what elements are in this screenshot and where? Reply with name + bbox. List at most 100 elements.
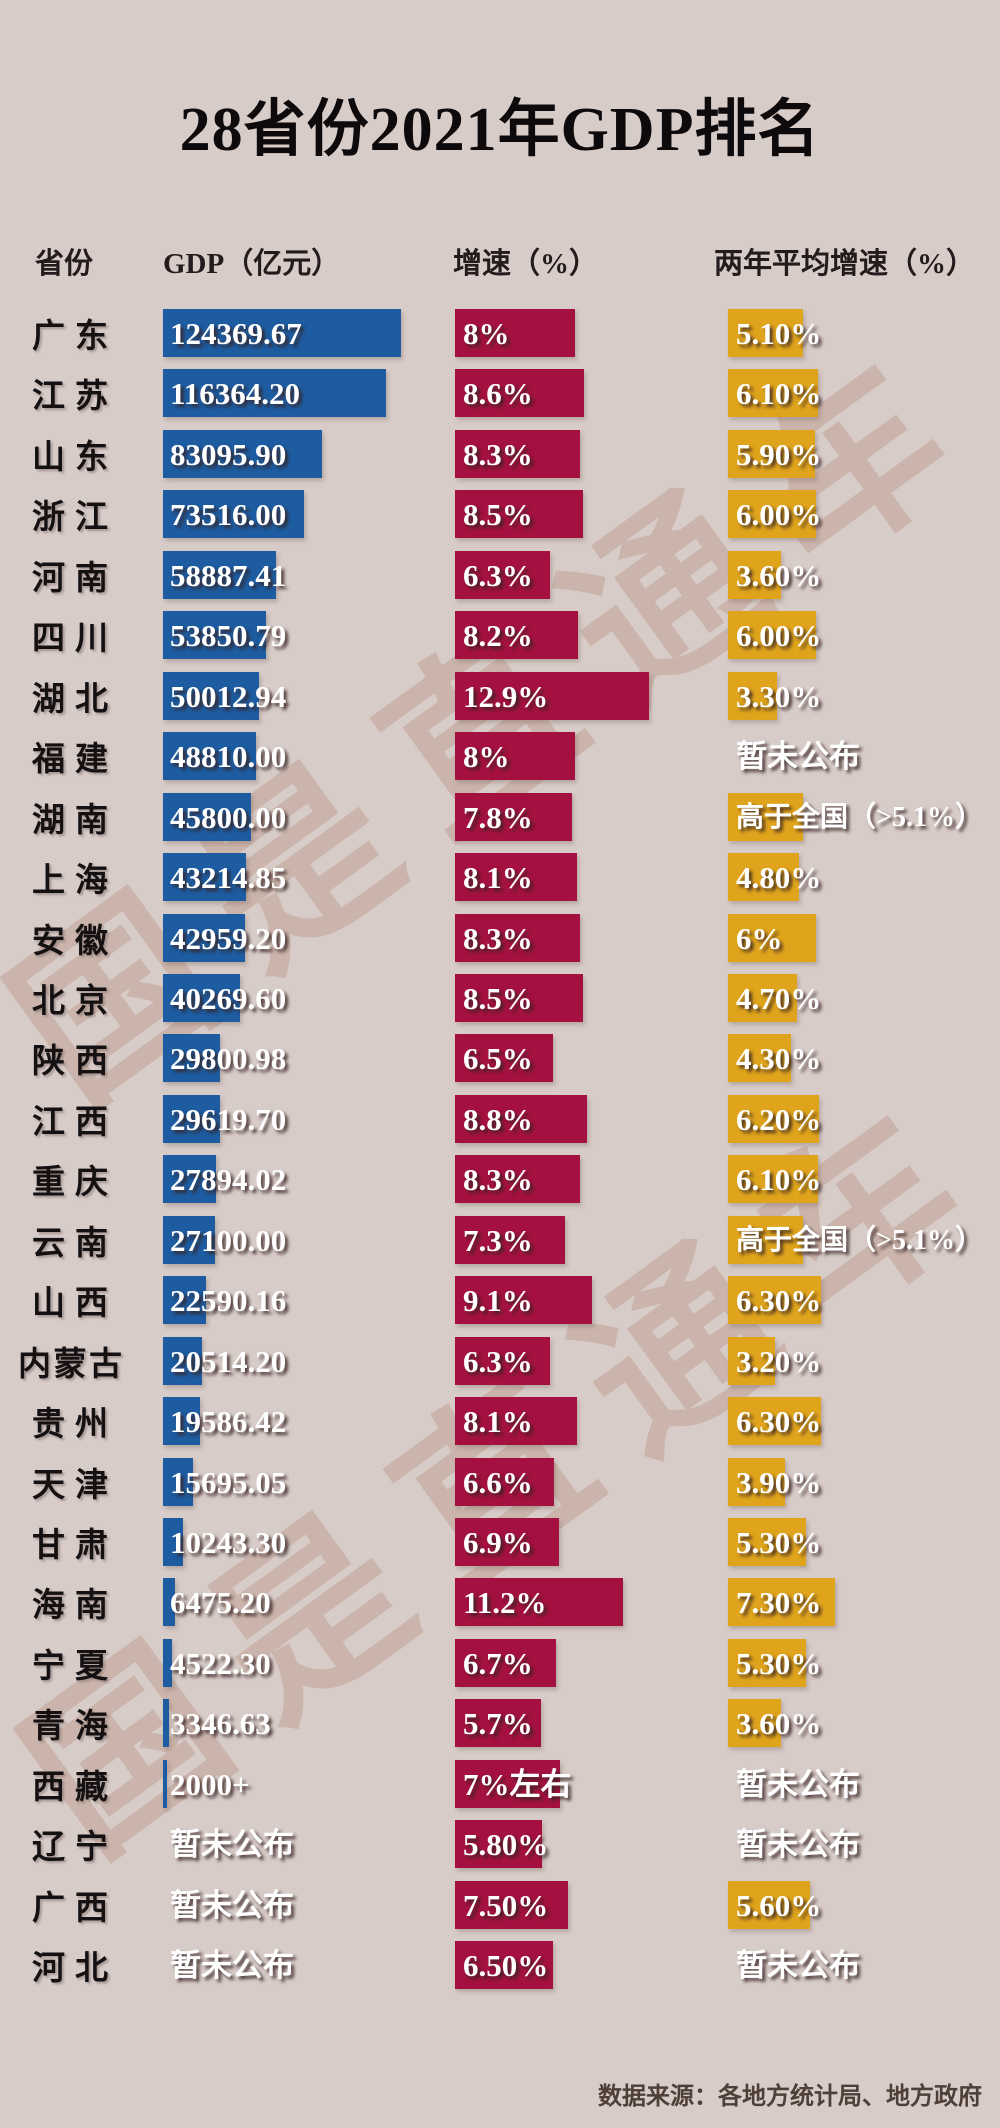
growth-value: 9.1% (463, 1283, 533, 1318)
gdp-value: 40269.60 (170, 981, 287, 1016)
growth-value: 8.2% (463, 618, 533, 653)
gdp-value: 27894.02 (170, 1162, 287, 1197)
province-label: 湖南 (18, 793, 122, 841)
table-row: 江西 29619.70 8.8% 6.20% (0, 1095, 1000, 1143)
avg-growth-value: 3.90% (736, 1465, 822, 1500)
table-row: 浙江 73516.00 8.5% 6.00% (0, 490, 1000, 538)
gdp-value: 10243.30 (170, 1525, 287, 1560)
province-char: 广 (32, 319, 65, 355)
gdp-value: 42959.20 (170, 921, 287, 956)
growth-bar (455, 1216, 565, 1264)
avg-growth-bar (728, 1095, 819, 1143)
avg-growth-value: 暂未公布 (736, 1827, 860, 1862)
gdp-value: 暂未公布 (170, 1948, 294, 1983)
table-row: 广西 暂未公布 7.50% 5.60% (0, 1881, 1000, 1929)
table-row: 江苏 116364.20 8.6% 6.10% (0, 369, 1000, 417)
avg-growth-bar (728, 1518, 806, 1566)
province-label: 河北 (18, 1941, 122, 1989)
province-char: 南 (75, 1226, 108, 1262)
avg-growth-bar (728, 369, 818, 417)
gdp-value: 48810.00 (170, 739, 287, 774)
province-label: 湖北 (18, 672, 122, 720)
growth-value: 12.9% (463, 679, 549, 714)
province-char: 西 (75, 1044, 108, 1080)
avg-growth-value: 暂未公布 (736, 1948, 860, 1983)
growth-value: 8% (463, 739, 510, 774)
table-row: 河南 58887.41 6.3% 3.60% (0, 551, 1000, 599)
gdp-bar (163, 611, 266, 659)
table-row: 云南 27100.00 7.3% 高于全国（>5.1%） (0, 1216, 1000, 1264)
growth-bar (455, 490, 583, 538)
table-row: 重庆 27894.02 8.3% 6.10% (0, 1155, 1000, 1203)
gdp-bar (163, 369, 386, 417)
avg-growth-value: 5.30% (736, 1646, 822, 1681)
growth-bar (455, 1941, 553, 1989)
growth-bar (455, 369, 584, 417)
table-row: 天津 15695.05 6.6% 3.90% (0, 1458, 1000, 1506)
avg-growth-bar (728, 551, 781, 599)
table-row: 四川 53850.79 8.2% 6.00% (0, 611, 1000, 659)
avg-growth-bar (728, 611, 816, 659)
province-char: 肃 (75, 1528, 108, 1564)
growth-value: 5.80% (463, 1827, 549, 1862)
gdp-bar (163, 853, 246, 901)
avg-growth-bar (728, 1881, 810, 1929)
province-label: 天津 (18, 1458, 122, 1506)
growth-value: 8.1% (463, 860, 533, 895)
province-char: 广 (32, 1891, 65, 1927)
gdp-bar (163, 1397, 200, 1445)
growth-value: 11.2% (463, 1585, 547, 1620)
avg-growth-value: 5.30% (736, 1525, 822, 1560)
avg-growth-bar (728, 1337, 775, 1385)
province-char: 南 (75, 1588, 108, 1624)
province-char: 江 (75, 500, 108, 536)
avg-growth-value: 4.70% (736, 981, 822, 1016)
gdp-value: 29800.98 (170, 1041, 287, 1076)
avg-growth-bar (728, 1578, 835, 1626)
province-label: 青海 (18, 1699, 122, 1747)
avg-growth-value: 6.00% (736, 497, 822, 532)
province-char: 夏 (75, 1649, 108, 1685)
province-char: 河 (32, 1951, 65, 1987)
growth-value: 8.3% (463, 437, 533, 472)
province-label: 山西 (18, 1276, 122, 1324)
gdp-value: 83095.90 (170, 437, 287, 472)
province-char: 山 (32, 1286, 65, 1322)
province-label: 西藏 (18, 1760, 122, 1808)
avg-growth-value: 6.10% (736, 1162, 822, 1197)
province-label: 江西 (18, 1095, 122, 1143)
growth-bar (455, 430, 580, 478)
province-char: 东 (75, 319, 108, 355)
table-row: 上海 43214.85 8.1% 4.80% (0, 853, 1000, 901)
gdp-bar (163, 974, 240, 1022)
province-char: 上 (32, 863, 65, 899)
avg-growth-value: 高于全国（>5.1%） (736, 1225, 983, 1256)
province-label: 云南 (18, 1216, 122, 1264)
growth-bar (455, 1820, 542, 1868)
gdp-bar (163, 1760, 167, 1808)
province-label: 河南 (18, 551, 122, 599)
avg-growth-value: 7.30% (736, 1585, 822, 1620)
growth-bar (455, 1458, 554, 1506)
province-label: 贵州 (18, 1397, 122, 1445)
growth-bar (455, 1337, 550, 1385)
province-label: 广东 (18, 309, 122, 357)
gdp-bar (163, 1578, 175, 1626)
avg-growth-bar (728, 1276, 821, 1324)
avg-growth-value: 4.30% (736, 1041, 822, 1076)
province-char: 津 (75, 1468, 108, 1504)
province-char: 南 (75, 803, 108, 839)
province-label: 安徽 (18, 914, 122, 962)
province-char: 徽 (75, 924, 108, 960)
growth-value: 7.50% (463, 1888, 549, 1923)
growth-value: 6.3% (463, 558, 533, 593)
gdp-value: 22590.16 (170, 1283, 287, 1318)
avg-growth-value: 6.10% (736, 376, 822, 411)
avg-growth-bar (728, 1216, 803, 1264)
province-char: 西 (75, 1105, 108, 1141)
gdp-bar (163, 1518, 183, 1566)
growth-value: 8.5% (463, 981, 533, 1016)
gdp-value: 73516.00 (170, 497, 287, 532)
gdp-value: 19586.42 (170, 1404, 287, 1439)
gdp-value: 53850.79 (170, 618, 287, 653)
